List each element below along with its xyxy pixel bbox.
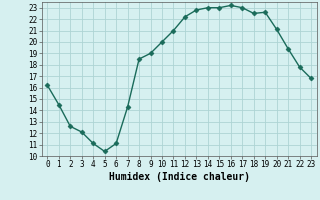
X-axis label: Humidex (Indice chaleur): Humidex (Indice chaleur)	[109, 172, 250, 182]
